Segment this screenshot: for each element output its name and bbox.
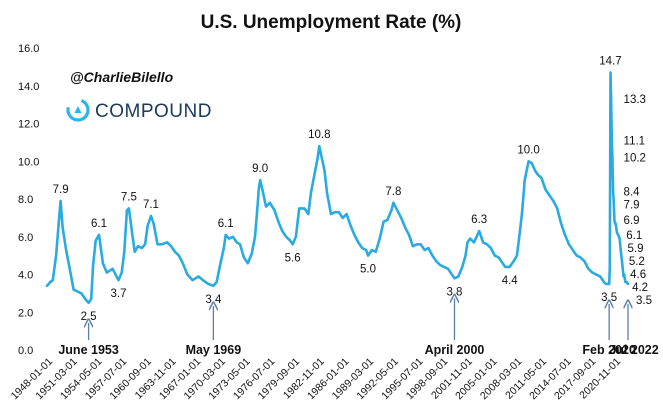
data-label: 13.3 <box>624 94 646 106</box>
y-tick-label: 16.0 <box>18 43 39 55</box>
data-label: 3.4 <box>205 294 222 306</box>
data-label: 6.1 <box>91 218 107 230</box>
data-label: 7.8 <box>385 186 401 198</box>
data-label: 8.4 <box>624 186 641 198</box>
x-axis: 1948-01-011951-03-011954-05-011957-07-01… <box>9 356 624 403</box>
data-label: 3.5 <box>601 292 617 304</box>
data-label: 6.1 <box>218 218 234 230</box>
data-label: 4.4 <box>502 275 519 287</box>
y-tick-label: 0.0 <box>18 345 33 357</box>
data-label: 7.5 <box>121 191 137 203</box>
data-label: 7.9 <box>624 199 640 211</box>
y-tick-label: 14.0 <box>18 81 39 93</box>
data-label: 10.0 <box>517 144 539 156</box>
annotation-label: April 2000 <box>425 343 485 357</box>
data-label: 3.8 <box>446 286 462 298</box>
data-label: 11.1 <box>624 135 646 147</box>
data-label: 9.0 <box>252 163 268 175</box>
data-label: 6.1 <box>626 230 642 242</box>
data-label: 5.2 <box>629 256 645 268</box>
annotation-label: Feb 2020 <box>582 343 636 357</box>
chart-title: U.S. Unemployment Rate (%) <box>201 12 462 33</box>
data-label: 7.9 <box>53 184 69 196</box>
compound-logo-icon <box>66 98 90 122</box>
annotation-label: June 1953 <box>58 343 119 357</box>
data-label: 6.9 <box>624 215 640 227</box>
unemployment-rate-line <box>45 71 630 305</box>
data-label: 3.5 <box>636 295 652 307</box>
data-label: 10.2 <box>624 152 646 164</box>
y-tick-label: 12.0 <box>18 119 39 131</box>
data-label: 4.2 <box>632 282 648 294</box>
annotation-label: May 1969 <box>186 343 242 357</box>
y-tick-label: 2.0 <box>18 307 33 319</box>
author-handle: @CharlieBilello <box>70 69 174 85</box>
data-labels: 7.9 2.5 6.1 3.7 7.5 7.1 3.4 6.1 9.0 5.6 10.8 5.0 7.8… <box>53 56 652 323</box>
data-label: 10.8 <box>308 129 330 141</box>
data-label: 7.1 <box>143 199 159 211</box>
data-label: 14.7 <box>599 56 621 68</box>
data-label: 6.3 <box>471 214 487 226</box>
data-label: 5.0 <box>360 264 376 276</box>
y-tick-label: 6.0 <box>18 232 33 244</box>
y-tick-label: 8.0 <box>18 194 33 206</box>
data-label: 4.6 <box>630 269 646 281</box>
y-axis: 0.0 2.0 4.0 6.0 8.0 10.0 12.0 14.0 16.0 <box>18 43 39 357</box>
data-label: 3.7 <box>110 288 126 300</box>
y-tick-label: 10.0 <box>18 156 39 168</box>
data-label: 2.5 <box>81 311 97 323</box>
data-label: 5.6 <box>285 252 301 264</box>
brand-name: COMPOUND <box>95 101 212 122</box>
annotation-label: Jul 2022 <box>609 343 658 357</box>
y-tick-label: 4.0 <box>18 270 33 282</box>
plot-area <box>45 71 630 305</box>
data-label: 5.9 <box>628 243 644 255</box>
